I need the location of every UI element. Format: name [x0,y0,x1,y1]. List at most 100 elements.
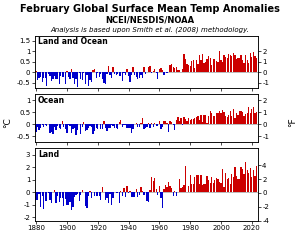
Bar [129,124,131,128]
Bar [94,192,95,196]
Bar [86,192,88,208]
Bar [154,178,155,192]
Bar [142,118,143,124]
Bar [167,123,168,124]
Bar [256,166,257,192]
Bar [239,111,240,124]
Bar [172,67,174,73]
Bar [211,113,212,124]
Bar [86,124,88,130]
Bar [72,73,74,78]
Bar [82,190,83,192]
Bar [111,73,112,78]
Bar [112,192,114,198]
Bar [251,109,253,124]
Bar [89,124,91,126]
Bar [242,169,243,192]
Bar [77,73,78,87]
Bar [100,73,101,74]
Bar [143,192,145,195]
Bar [248,63,249,73]
Bar [197,175,199,192]
Bar [133,124,134,129]
Bar [236,59,237,73]
Bar [226,179,228,192]
Bar [142,73,143,78]
Bar [253,170,254,192]
Bar [251,57,253,73]
Bar [56,73,57,79]
Bar [94,124,95,131]
Bar [149,190,151,192]
Bar [79,192,80,201]
Bar [146,124,148,127]
Bar [83,122,85,124]
Bar [110,73,111,74]
Bar [248,107,249,124]
Bar [95,124,97,128]
Bar [245,114,246,124]
Bar [38,192,40,194]
Bar [180,188,181,192]
Text: February Global Surface Mean Temp Anomalies: February Global Surface Mean Temp Anomal… [20,4,280,14]
Bar [88,124,89,128]
Bar [165,121,166,124]
Bar [157,192,158,195]
Bar [214,59,215,73]
Bar [45,73,46,78]
Bar [177,117,178,124]
Bar [56,192,57,203]
Bar [203,184,205,192]
Bar [118,192,120,203]
Bar [191,184,192,192]
Bar [148,123,149,124]
Bar [54,73,55,76]
Bar [118,122,120,124]
Bar [237,115,238,124]
Bar [61,122,63,124]
Bar [136,73,137,77]
Bar [117,192,118,193]
Text: °F: °F [288,118,297,127]
Bar [185,119,186,124]
Bar [203,115,205,124]
Bar [216,61,217,73]
Bar [214,180,215,192]
Bar [69,73,70,79]
Bar [220,60,222,73]
Bar [176,192,177,196]
Bar [49,192,51,200]
Bar [92,71,94,73]
Bar [126,124,128,128]
Bar [213,59,214,73]
Bar [117,73,118,74]
Bar [105,124,106,128]
Bar [72,124,74,129]
Bar [88,73,89,86]
Bar [51,192,52,203]
Bar [220,183,222,192]
Bar [213,183,214,192]
Bar [231,56,232,73]
Bar [65,124,66,129]
Bar [199,120,200,124]
Bar [224,55,225,73]
Bar [186,64,188,73]
Bar [163,122,165,124]
Bar [177,70,178,73]
Bar [162,192,163,208]
Bar [99,73,100,77]
Bar [248,173,249,192]
Bar [242,112,243,124]
Bar [156,124,157,126]
Bar [179,121,180,124]
Bar [200,174,202,192]
Bar [99,192,100,196]
Bar [45,192,46,201]
Bar [125,192,126,197]
Bar [254,56,256,73]
Bar [226,58,228,73]
Bar [68,192,69,205]
Bar [160,68,161,73]
Bar [108,66,109,73]
